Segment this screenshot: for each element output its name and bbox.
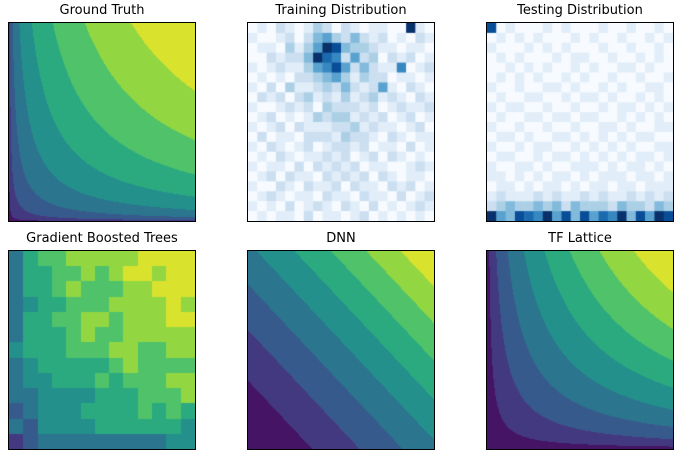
gradient-boosted-trees-title: Gradient Boosted Trees (26, 231, 178, 246)
dnn-plot (248, 251, 434, 449)
dnn-title: DNN (326, 231, 356, 246)
panel-tf-lattice: TF Lattice (486, 230, 674, 450)
testing-distribution-title: Testing Distribution (517, 3, 643, 18)
training-distribution-axes (247, 22, 435, 222)
testing-distribution-plot (487, 23, 673, 221)
gradient-boosted-trees-plot (9, 251, 195, 449)
panel-testing-distribution: Testing Distribution (486, 2, 674, 222)
panel-dnn: DNN (247, 230, 435, 450)
ground-truth-axes (8, 22, 196, 222)
training-distribution-plot (248, 23, 434, 221)
training-distribution-title: Training Distribution (275, 3, 407, 18)
panel-training-distribution: Training Distribution (247, 2, 435, 222)
ground-truth-title: Ground Truth (59, 3, 145, 18)
panel-ground-truth: Ground Truth (8, 2, 196, 222)
tf-lattice-plot (487, 251, 673, 449)
gradient-boosted-trees-axes (8, 250, 196, 450)
tf-lattice-axes (486, 250, 674, 450)
ground-truth-plot (9, 23, 195, 221)
panel-gradient-boosted-trees: Gradient Boosted Trees (8, 230, 196, 450)
testing-distribution-axes (486, 22, 674, 222)
dnn-axes (247, 250, 435, 450)
tf-lattice-title: TF Lattice (548, 231, 612, 246)
